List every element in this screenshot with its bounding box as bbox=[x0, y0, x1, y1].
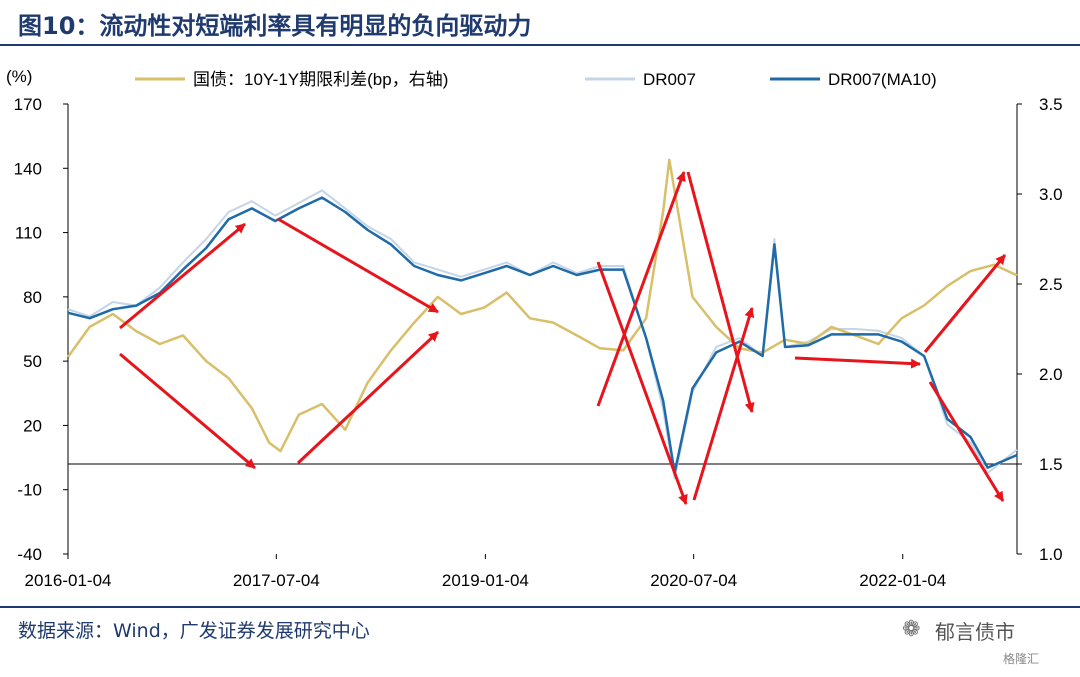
legend-label-dr007: DR007 bbox=[643, 70, 696, 89]
x-axis-ticks: 2016-01-04 2017-07-04 2019-01-04 2020-07-04… bbox=[25, 554, 946, 590]
trend-arrow bbox=[119, 222, 246, 330]
left-tick-label: 20 bbox=[23, 416, 42, 435]
x-tick-label: 2022-01-04 bbox=[859, 571, 946, 590]
footer-rule bbox=[0, 606, 1080, 608]
trend-arrow bbox=[119, 352, 256, 470]
trend-arrow bbox=[596, 261, 688, 505]
x-tick-label: 2016-01-04 bbox=[25, 571, 112, 590]
right-tick-label: 2.5 bbox=[1039, 275, 1063, 294]
right-tick-label: 1.5 bbox=[1039, 455, 1063, 474]
series-line-spread bbox=[66, 158, 1018, 453]
title-rule bbox=[0, 44, 1080, 46]
left-tick-label: 170 bbox=[14, 95, 42, 114]
trend-arrow bbox=[277, 217, 439, 314]
right-tick-label: 3.5 bbox=[1039, 95, 1063, 114]
trend-arrow bbox=[692, 307, 755, 501]
right-axis-ticks: 3.5 3.0 2.5 2.0 1.5 1.0 bbox=[1017, 95, 1063, 564]
right-tick-label: 3.0 bbox=[1039, 185, 1063, 204]
left-unit-label: (%) bbox=[6, 67, 32, 86]
trend-arrow bbox=[596, 171, 686, 407]
trend-arrow bbox=[296, 330, 440, 465]
x-tick-label: 2019-01-04 bbox=[442, 571, 529, 590]
watermark-text: 郁言债市 bbox=[935, 620, 1015, 644]
legend-label-spread: 国债：10Y-1Y期限利差(bp，右轴) bbox=[193, 70, 448, 89]
right-tick-label: 2.0 bbox=[1039, 365, 1063, 384]
series-line-ma10 bbox=[67, 196, 1018, 475]
series-layer bbox=[66, 158, 1018, 480]
left-tick-label: -10 bbox=[17, 481, 42, 500]
chart-title: 图10：流动性对短端利率具有明显的负向驱动力 bbox=[18, 12, 532, 40]
series-line-dr007 bbox=[67, 189, 1018, 480]
trend-arrows bbox=[119, 171, 1007, 505]
trend-arrow bbox=[928, 381, 1005, 502]
trend-arrow bbox=[686, 171, 755, 413]
left-tick-label: 110 bbox=[15, 224, 42, 243]
left-tick-label: 140 bbox=[14, 159, 42, 178]
legend-label-ma10: DR007(MA10) bbox=[828, 70, 937, 89]
x-tick-label: 2020-07-04 bbox=[650, 571, 737, 590]
source-note: 数据来源：Wind，广发证券发展研究中心 bbox=[18, 620, 370, 642]
watermark-sub: 格隆汇 bbox=[1003, 652, 1040, 666]
trend-arrow bbox=[794, 356, 921, 369]
right-tick-label: 1.0 bbox=[1039, 545, 1063, 564]
left-tick-label: -40 bbox=[17, 545, 42, 564]
trend-arrow bbox=[923, 254, 1007, 353]
wechat-icon: ❁ bbox=[902, 616, 921, 641]
x-tick-label: 2017-07-04 bbox=[233, 571, 320, 590]
left-tick-label: 80 bbox=[23, 288, 42, 307]
left-axis-ticks: 170 140 110 80 50 20 -10 -40 bbox=[14, 95, 68, 564]
legend: 国债：10Y-1Y期限利差(bp，右轴) DR007 DR007(MA10) bbox=[135, 70, 937, 89]
left-tick-label: 50 bbox=[23, 352, 42, 371]
chart: (%) 国债：10Y-1Y期限利差(bp，右轴) DR007 DR007(MA1… bbox=[6, 67, 1063, 590]
